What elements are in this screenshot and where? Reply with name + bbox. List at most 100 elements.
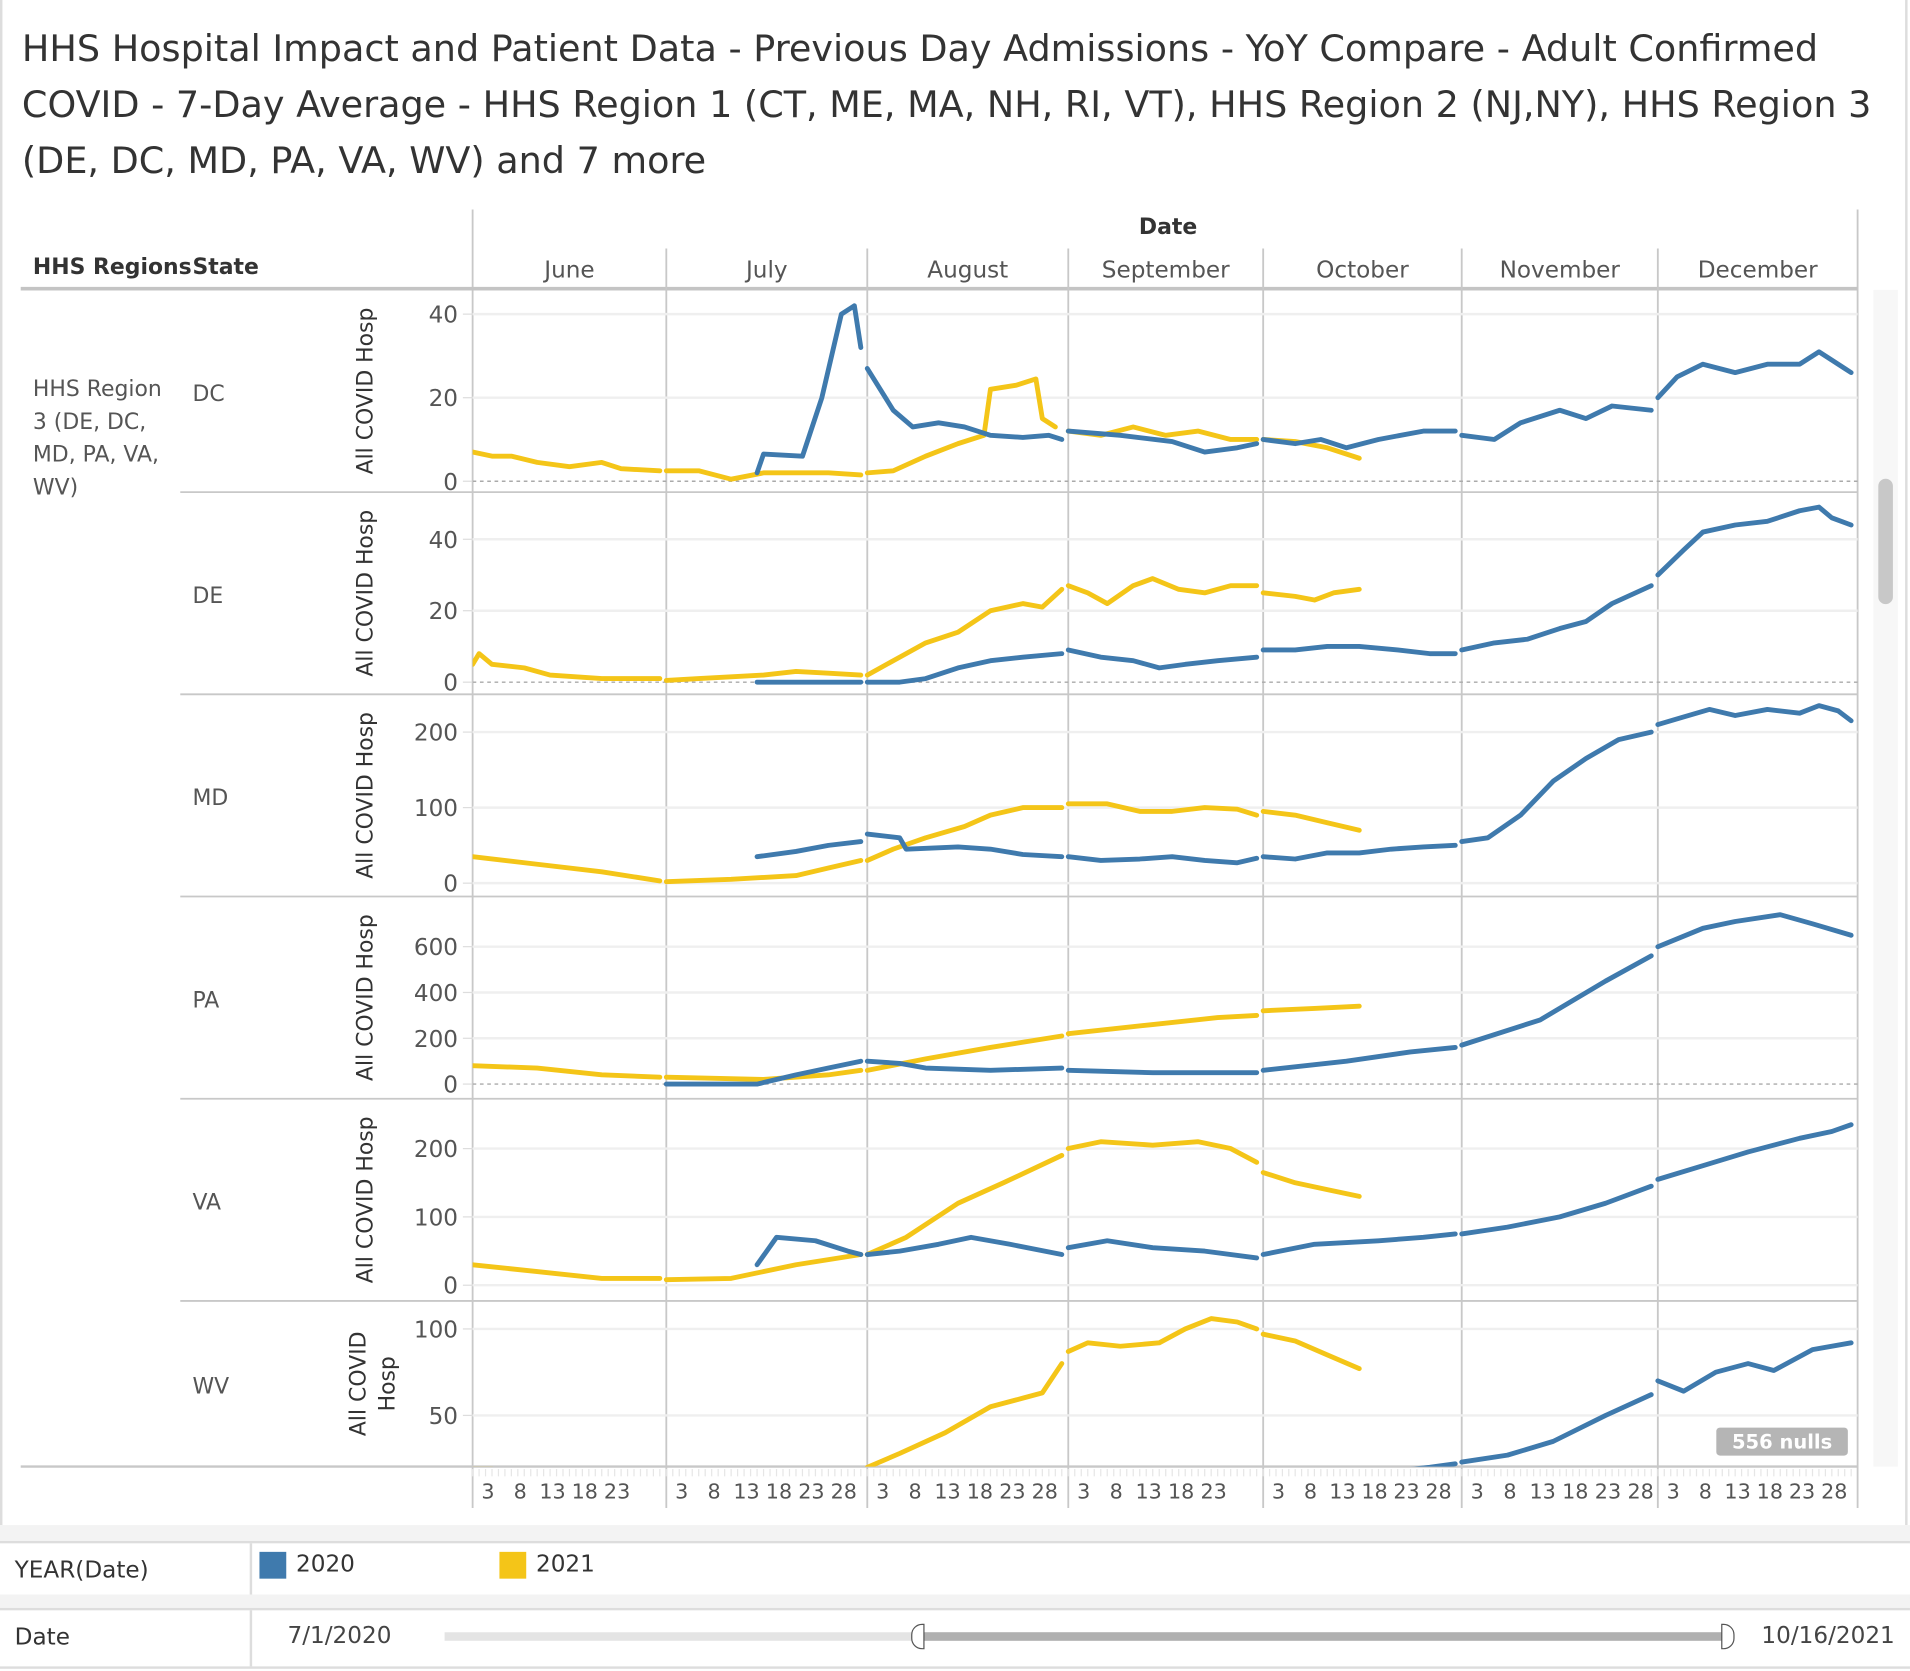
y-axis-title: All COVID Hosp [346,1331,400,1436]
date-filter-start[interactable]: 7/1/2020 [287,1622,392,1650]
y-tick-label: 20 [429,599,458,625]
region-label: HHS Region 3 (DE, DC, MD, PA, VA, WV) [32,376,162,501]
series-line-2021-pa [663,1067,864,1082]
day-tick-label: 8 [1304,1479,1317,1503]
day-tick-label: 3 [675,1479,688,1503]
legend-row: YEAR(Date) 2020 2021 [0,1540,1910,1600]
y-tick-label: 0 [443,1274,458,1300]
series-line-2020-de [864,651,1065,685]
day-tick-label: 28 [1032,1479,1058,1503]
series-line-2020-de [1065,647,1260,671]
date-filter: Date 7/1/2020 10/16/2021 [0,1607,1910,1669]
month-label-august: August [927,258,1008,284]
day-tick-label: 3 [1077,1479,1090,1503]
day-tick-label: 23 [798,1479,824,1503]
page-title: HHS Hospital Impact and Patient Data - P… [21,28,1872,183]
day-tick-label: 18 [967,1479,993,1503]
day-tick-label: 13 [934,1479,960,1503]
day-tick-label: 18 [1168,1479,1194,1503]
divider [249,1610,253,1667]
series-line-2020-dc [1655,349,1854,401]
scrollbar-thumb[interactable] [1878,478,1893,605]
header-hhs-regions[interactable]: HHS Regions [32,254,192,281]
separator-band [0,1594,1910,1608]
series-line-2020-de [1459,583,1654,653]
nulls-badge[interactable]: 556 nulls [1716,1427,1848,1456]
series-line-2021-dc [864,376,1058,476]
y-axis-title: All COVID Hosp [354,1116,379,1283]
series-line-2020-md [1655,703,1854,727]
series-line-2020-wv [1655,1340,1854,1394]
legend-label-2021[interactable]: 2021 [535,1550,595,1578]
series-line-2021-va [1065,1139,1260,1165]
series-line-2021-dc [663,468,864,482]
y-tick-label: 40 [429,303,458,329]
month-label-june: June [542,258,594,284]
series-line-2020-md [864,831,1065,860]
series-line-2021-pa [472,1063,663,1080]
day-tick-label: 18 [766,1479,792,1503]
series-line-2020-dc [864,366,1065,442]
series-line-2020-md [1260,842,1458,862]
day-tick-label: 28 [1821,1479,1847,1503]
day-tick-label: 8 [909,1479,922,1503]
series-line-2020-va [754,1234,864,1268]
legend-swatch-2020[interactable] [259,1551,287,1579]
series-line-2021-md [663,858,864,885]
day-tick-label: 28 [1425,1479,1451,1503]
day-tick-label: 13 [1329,1479,1355,1503]
month-label-july: July [744,258,788,284]
series-line-2020-va [1459,1183,1654,1237]
header-state[interactable]: State [192,254,259,281]
y-tick-label: 0 [443,470,458,496]
series-line-2020-wv [1413,1461,1458,1467]
day-tick-label: 28 [831,1479,857,1503]
date-filter-label: Date [14,1623,70,1651]
day-tick-label: 8 [514,1479,527,1503]
day-tick-label: 13 [1529,1479,1555,1503]
slider-start-handle[interactable] [910,1623,924,1650]
y-tick-label: 0 [443,671,458,697]
series-line-2021-wv [1065,1316,1260,1354]
y-tick-label: 50 [429,1404,458,1430]
date-filter-end[interactable]: 10/16/2021 [1761,1622,1895,1650]
legend-label-2020[interactable]: 2020 [295,1550,355,1578]
series-line-2020-dc [1065,428,1260,455]
day-tick-label: 18 [1361,1479,1387,1503]
state-label-de: DE [192,584,223,609]
month-label-november: November [1500,258,1621,284]
series-line-2020-dc [1260,428,1458,451]
day-tick-label: 23 [1393,1479,1419,1503]
series-line-2021-de [864,586,1065,678]
slider-range[interactable] [917,1632,1724,1641]
header-date[interactable]: Date [1138,214,1198,240]
y-tick-label: 600 [414,935,458,961]
day-tick-label: 18 [1757,1479,1783,1503]
vertical-scrollbar[interactable] [1873,289,1898,1467]
state-label-md: MD [192,786,228,811]
series-line-2020-dc [754,303,864,476]
month-label-october: October [1316,258,1409,284]
y-tick-label: 100 [414,1317,458,1343]
series-line-2020-dc [1459,403,1654,442]
series-line-2020-de [1655,504,1854,578]
day-tick-label: 23 [1200,1479,1226,1503]
series-line-2020-pa [663,1058,864,1087]
series-line-2021-wv [864,1361,1065,1467]
series-line-2020-pa [1260,1045,1458,1073]
day-tick-label: 3 [1272,1479,1285,1503]
legend-swatch-2021[interactable] [499,1551,527,1579]
series-line-2020-de [1260,644,1458,657]
slider-end-handle[interactable] [1721,1623,1735,1650]
series-line-2020-va [1655,1122,1854,1182]
y-tick-label: 100 [414,1205,458,1231]
state-label-wv: WV [192,1375,229,1400]
day-tick-label: 8 [1699,1479,1712,1503]
y-tick-label: 200 [414,1027,458,1053]
y-tick-label: 200 [414,1137,458,1163]
state-label-va: VA [192,1191,221,1216]
day-tick-label: 28 [1627,1479,1653,1503]
day-tick-label: 3 [876,1479,889,1503]
series-line-2020-pa [864,1058,1065,1073]
